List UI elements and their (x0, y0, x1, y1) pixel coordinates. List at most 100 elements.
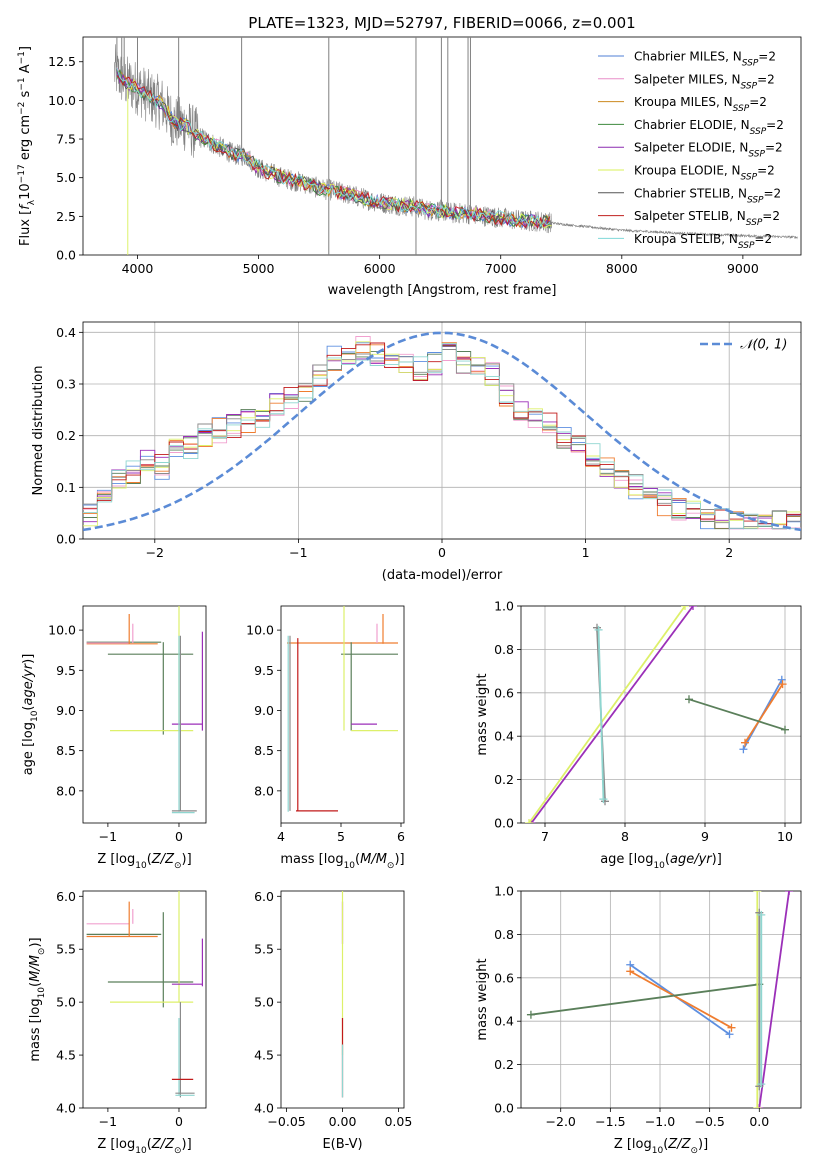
label-part: Kroupa ELODIE, N (634, 164, 741, 178)
x-tick-label: 5 (337, 829, 345, 844)
data-marker-plus (526, 1010, 535, 1019)
x-tick-label: −0.05 (267, 1114, 305, 1129)
x-tick-label: 0.0 (749, 1114, 769, 1129)
label-part: mass [log (280, 852, 343, 867)
label-part: age [log (21, 722, 36, 775)
y-tick-label: 9.5 (254, 663, 274, 678)
label-part: ] (18, 46, 33, 51)
label-part: SSP (750, 127, 767, 137)
y-tick-label: 0.2 (494, 772, 514, 787)
axes-frame (82, 36, 802, 256)
label-part: age/yr (21, 662, 36, 705)
label-part: SSP (747, 195, 764, 205)
plot-area (287, 606, 398, 812)
label-part: Kroupa STELIB, N (634, 232, 738, 246)
label-part: )] (182, 1137, 192, 1152)
label-part: =2 (765, 141, 783, 155)
y-tick-label: 5.0 (56, 170, 76, 185)
label-part: ⊙ (690, 1146, 698, 1156)
label-part: )] (28, 937, 43, 947)
x-tick-label: 8000 (606, 261, 638, 276)
axes-frame (520, 605, 802, 824)
legend-entry: Chabrier STELIB, NSSP=2 (634, 186, 781, 205)
label-part: SSP (746, 218, 763, 228)
label-part: )] (712, 852, 722, 867)
label-part: Z [log (97, 1137, 135, 1152)
label-part: E(B-V) (322, 1137, 362, 1152)
x-tick-label: 8 (621, 829, 629, 844)
data-segment-orange (744, 683, 784, 744)
y-tick-label: 4.0 (56, 1101, 76, 1116)
x-tick-label: 9000 (727, 261, 759, 276)
data-marker-plus (781, 725, 789, 734)
y-axis-label: mass [log10(M/M⊙)] (28, 937, 47, 1061)
label-part: Chabrier STELIB, N (634, 186, 747, 200)
model-chabrier-elodie (116, 69, 551, 229)
label-part: −17 (17, 164, 27, 183)
model-kroupa-elodie (127, 78, 552, 255)
x-axis-label: E(B-V) (322, 1137, 362, 1152)
label-part: 10 (18, 183, 33, 200)
label-part: 10 (30, 710, 40, 722)
label-part: ⊙ (37, 948, 47, 956)
label-part: Kroupa MILES, N (634, 95, 733, 109)
normal-distribution-curve (83, 331, 801, 532)
y-tick-label: 0.6 (494, 685, 514, 700)
label-part: 10 (344, 861, 356, 871)
x-tick-label: −2 (146, 545, 164, 560)
spectrum-panel: 4000 5000 6000 7000 8000 9000 0.0 2.5 5.0 7.5 10.0… (17, 14, 802, 298)
label-part: age/yr (670, 852, 713, 867)
residual-histogram-panel: −2 −1 0 1 2 0.0 0.1 0.2 0.3 0.4 𝒩(0, 1) (data-model… (31, 321, 802, 583)
data-marker-plus (778, 680, 787, 689)
label-part: Salpeter STELIB, N (634, 209, 746, 223)
y-axis-label: Flux [fλ10−17 erg cm−2 s−1 A−1] (17, 46, 37, 246)
label-part: ( (21, 706, 36, 711)
label-part: =2 (754, 232, 772, 246)
data-marker-plus (739, 745, 748, 754)
label-part: Chabrier ELODIE, N (634, 118, 750, 132)
mass-vs-metallicity-panel: −1 04.04.55.05.56.0Z [log10(Z/Z⊙)]mass [l… (28, 889, 207, 1156)
legend-entry: Kroupa ELODIE, NSSP=2 (634, 164, 775, 183)
x-tick-label: 0.00 (329, 1114, 357, 1129)
data-segment-mauve (758, 891, 790, 1108)
label-part: 10 (37, 987, 47, 999)
axes-frame (82, 605, 207, 824)
label-part: Z [log (97, 852, 135, 867)
label-part: Z/Z (667, 1137, 691, 1152)
label-part: M/M (28, 955, 43, 982)
y-tick-label: 10.0 (246, 623, 274, 638)
label-part: ( (355, 852, 360, 867)
data-marker-plus (685, 695, 693, 704)
chart-title: PLATE=1323, MJD=52797, FIBERID=0066, z=0… (248, 14, 635, 32)
data-segment-mauve (530, 606, 694, 823)
label-part: )] (21, 654, 36, 664)
histogram-kroupa-stelib (83, 343, 801, 530)
label-part: Salpeter MILES, N (634, 72, 741, 86)
spectrum-plot-area (114, 37, 798, 255)
x-axis-label: age [log10(age/yr)] (600, 852, 722, 871)
label-part: λ (27, 199, 37, 205)
label-part: M/M (360, 852, 387, 867)
y-tick-label: 9.0 (56, 703, 76, 718)
legend-entry: Salpeter MILES, NSSP=2 (634, 72, 775, 91)
x-axis-label: Z [log10(Z/Z⊙)] (97, 852, 191, 871)
label-part: ( (147, 1137, 152, 1152)
x-axis-label: wavelength [Angstrom, rest frame] (328, 283, 557, 298)
y-tick-label: 0.0 (494, 816, 514, 831)
data-segment-teal (597, 629, 605, 800)
plot-area (86, 606, 203, 814)
y-tick-label: 6.0 (56, 889, 76, 904)
label-part: SSP (742, 59, 759, 69)
x-tick-label: −0.5 (694, 1114, 724, 1129)
x-tick-label: 0 (438, 545, 446, 560)
legend-entry: Salpeter ELODIE, NSSP=2 (634, 141, 783, 160)
y-axis-label: mass weight (475, 958, 490, 1040)
label-part: =2 (764, 186, 782, 200)
label-part: mass [log (28, 998, 43, 1061)
y-tick-label: 8.0 (254, 783, 274, 798)
y-tick-label: 10.0 (48, 623, 76, 638)
label-part: A (18, 64, 33, 77)
label-part: =2 (762, 209, 780, 223)
x-tick-label: 4 (277, 829, 285, 844)
data-marker-plus (725, 1030, 734, 1039)
